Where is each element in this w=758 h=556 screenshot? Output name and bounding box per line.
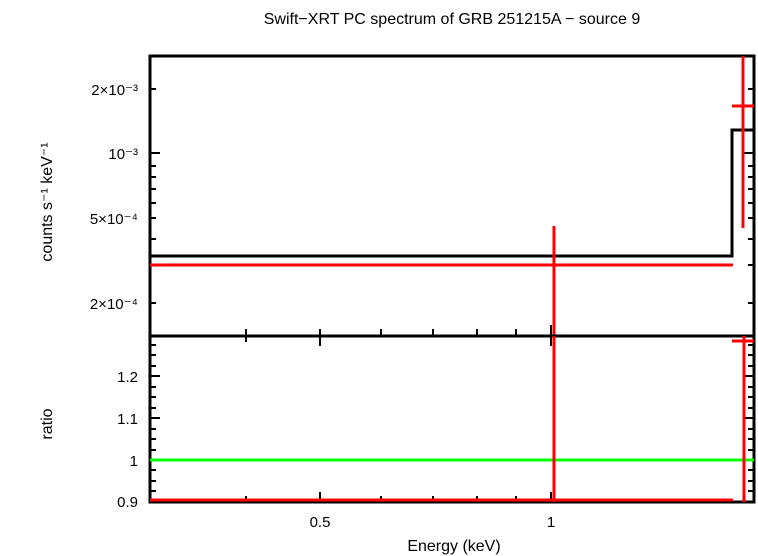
- ratio-yticks: [150, 344, 754, 492]
- ratio-points: [150, 336, 754, 502]
- ratio-ytick-labels: 1.2 1.1 1 0.9: [117, 369, 138, 511]
- svg-text:1.1: 1.1: [117, 411, 138, 428]
- svg-text:1.2: 1.2: [117, 369, 138, 386]
- top-ytick-labels: 2×10⁻³ 10⁻³ 5×10⁻⁴ 2×10⁻⁴: [90, 82, 138, 313]
- spectrum-panel: 2×10⁻³ 10⁻³ 5×10⁻⁴ 2×10⁻⁴ counts s⁻¹ keV…: [39, 54, 756, 338]
- xtick-labels: 0.5 1: [310, 514, 556, 531]
- y-axis-label-bottom: ratio: [39, 408, 56, 439]
- svg-text:0.5: 0.5: [310, 514, 331, 531]
- svg-text:10⁻³: 10⁻³: [108, 146, 138, 163]
- x-axis-label: Energy (keV): [407, 538, 500, 555]
- data-points: [150, 56, 754, 336]
- ratio-xticks: [245, 336, 552, 502]
- svg-text:1: 1: [130, 453, 138, 470]
- svg-text:5×10⁻⁴: 5×10⁻⁴: [90, 211, 138, 228]
- svg-text:1: 1: [547, 514, 555, 531]
- top-xticks: [245, 325, 552, 336]
- top-yticks: [150, 88, 754, 304]
- model-step: [150, 128, 754, 258]
- svg-text:0.9: 0.9: [117, 494, 138, 511]
- chart-title: Swift−XRT PC spectrum of GRB 251215A − s…: [264, 11, 641, 28]
- y-axis-label-top: counts s⁻¹ keV⁻¹: [39, 142, 56, 261]
- svg-text:2×10⁻³: 2×10⁻³: [91, 82, 138, 99]
- svg-text:2×10⁻⁴: 2×10⁻⁴: [90, 296, 138, 313]
- ratio-panel: 1.2 1.1 1 0.9 ratio: [39, 334, 756, 511]
